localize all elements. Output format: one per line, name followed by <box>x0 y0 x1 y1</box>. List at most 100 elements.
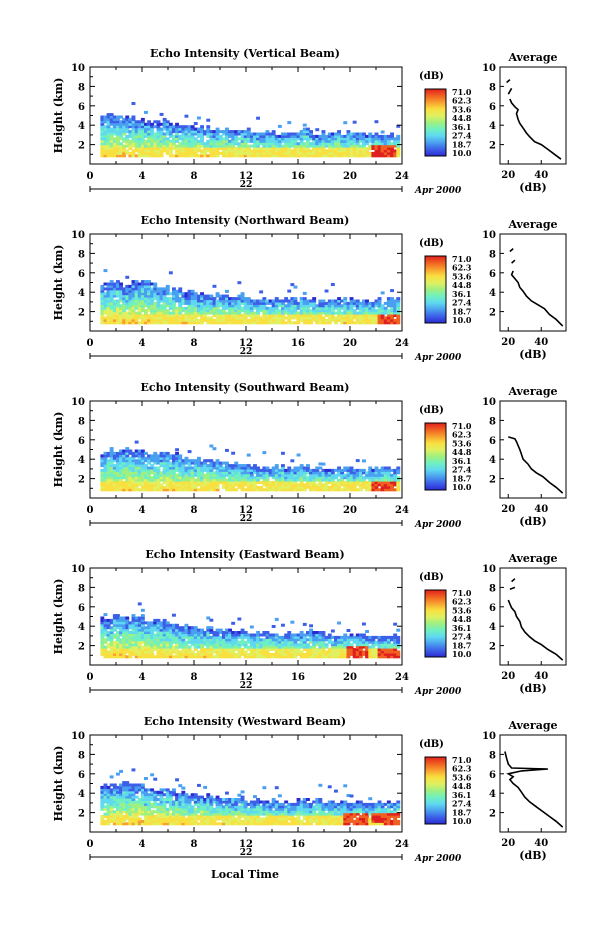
heatmap-cell <box>390 321 394 325</box>
heatmap-cell <box>349 311 354 315</box>
heatmap-cell <box>103 130 108 134</box>
heatmap-cell <box>125 815 130 818</box>
heatmap-cell <box>337 144 341 148</box>
heatmap-cell <box>209 134 214 138</box>
heatmap-cell <box>153 287 158 291</box>
heatmap-cell <box>237 473 242 477</box>
heatmap-cell <box>119 652 123 656</box>
heatmap-cell <box>187 650 192 654</box>
heatmap-cell <box>128 478 133 482</box>
heatmap-cell <box>206 626 211 630</box>
heatmap-cell <box>181 468 186 472</box>
heatmap-cell <box>165 451 170 455</box>
heatmap-cell <box>215 464 220 468</box>
heatmap-cell <box>349 645 354 649</box>
heatmap-cell <box>237 321 242 325</box>
heatmap-cell <box>106 655 111 659</box>
heatmap-cell <box>337 485 341 489</box>
heatmap-cell <box>215 485 220 489</box>
heatmap-cell <box>119 640 123 644</box>
heatmap-cell <box>119 769 123 773</box>
heatmap-cell <box>106 318 111 322</box>
y-axis-label: Height (km) <box>52 579 65 655</box>
heatmap-cell <box>156 130 161 134</box>
heatmap-cell <box>147 478 151 482</box>
heatmap-cell <box>125 812 130 816</box>
heatmap-cell <box>103 621 108 625</box>
heatmap-cell <box>377 134 382 138</box>
heatmap-cell <box>144 316 148 320</box>
heatmap-cell <box>212 485 217 489</box>
heatmap-cell <box>243 132 248 136</box>
heatmap-cell <box>137 144 142 148</box>
heatmap-cell <box>134 476 139 480</box>
heatmap-cell <box>103 151 108 155</box>
heatmap-cell <box>234 297 239 301</box>
heatmap-cell <box>112 819 117 823</box>
heatmap-cell <box>374 134 379 138</box>
heatmap-cell <box>296 648 301 651</box>
heatmap-cell <box>265 466 270 470</box>
heatmap-cell <box>277 655 282 659</box>
heatmap-cell <box>122 788 127 792</box>
heatmap-cell <box>377 316 382 320</box>
heatmap-cell <box>106 817 111 821</box>
heatmap-cell <box>119 287 123 291</box>
heatmap-cell <box>237 631 242 634</box>
heatmap-cell <box>134 616 139 620</box>
heatmap-cell <box>172 294 176 298</box>
heatmap-cell <box>150 132 155 136</box>
heatmap-cell <box>168 321 173 325</box>
heatmap-cell <box>128 117 133 121</box>
heatmap-cell <box>277 650 282 654</box>
heatmap-cell <box>321 483 326 487</box>
heatmap-cell <box>197 132 201 136</box>
heatmap-cell <box>103 127 108 131</box>
heatmap-cell <box>380 147 385 150</box>
heatmap-cell <box>377 149 382 153</box>
average-profile-fragment <box>511 578 516 583</box>
heatmap-cell <box>137 142 142 146</box>
heatmap-cell <box>346 471 351 475</box>
heatmap-cell <box>137 626 142 630</box>
heatmap-cell <box>358 650 363 654</box>
heatmap-cell <box>234 483 239 487</box>
heatmap-cell <box>340 318 345 322</box>
colorbar-tick-label: 10.0 <box>452 649 472 659</box>
heatmap-cell <box>358 488 363 492</box>
heatmap-cell <box>103 798 108 801</box>
heatmap-cell <box>330 650 335 654</box>
heatmap-cell <box>271 304 276 308</box>
heatmap-cell <box>181 635 186 639</box>
heatmap-cell <box>218 648 223 651</box>
heatmap-cell <box>125 466 130 470</box>
heatmap-cell <box>103 117 108 121</box>
heatmap-cell <box>287 121 292 125</box>
heatmap-cell <box>321 631 326 634</box>
heatmap-cell <box>386 154 391 158</box>
heatmap-cell <box>352 481 357 484</box>
heatmap-cell <box>306 633 310 637</box>
heatmap-cell <box>287 144 292 148</box>
heatmap-cell <box>156 134 161 138</box>
heatmap-cell <box>168 139 173 143</box>
heatmap-cell <box>383 318 388 322</box>
heatmap-cell <box>377 304 382 308</box>
heatmap-cell <box>181 132 186 136</box>
heatmap-cell <box>119 449 123 453</box>
heatmap-cell <box>209 635 214 639</box>
heatmap-cell <box>296 314 301 317</box>
heatmap-cell <box>237 481 242 484</box>
heatmap-cell <box>383 473 388 477</box>
heatmap-cell <box>125 483 130 487</box>
heatmap-cell <box>125 464 130 468</box>
heatmap-cell <box>159 478 164 482</box>
heatmap-cell <box>374 466 379 470</box>
heatmap-cell <box>262 134 267 138</box>
heatmap-cell <box>125 628 130 632</box>
average-profile-fragment <box>511 259 516 264</box>
heatmap-cell <box>362 468 366 472</box>
heatmap-cell <box>128 311 133 315</box>
heatmap-cell <box>109 294 114 298</box>
heatmap-cell <box>100 132 105 136</box>
